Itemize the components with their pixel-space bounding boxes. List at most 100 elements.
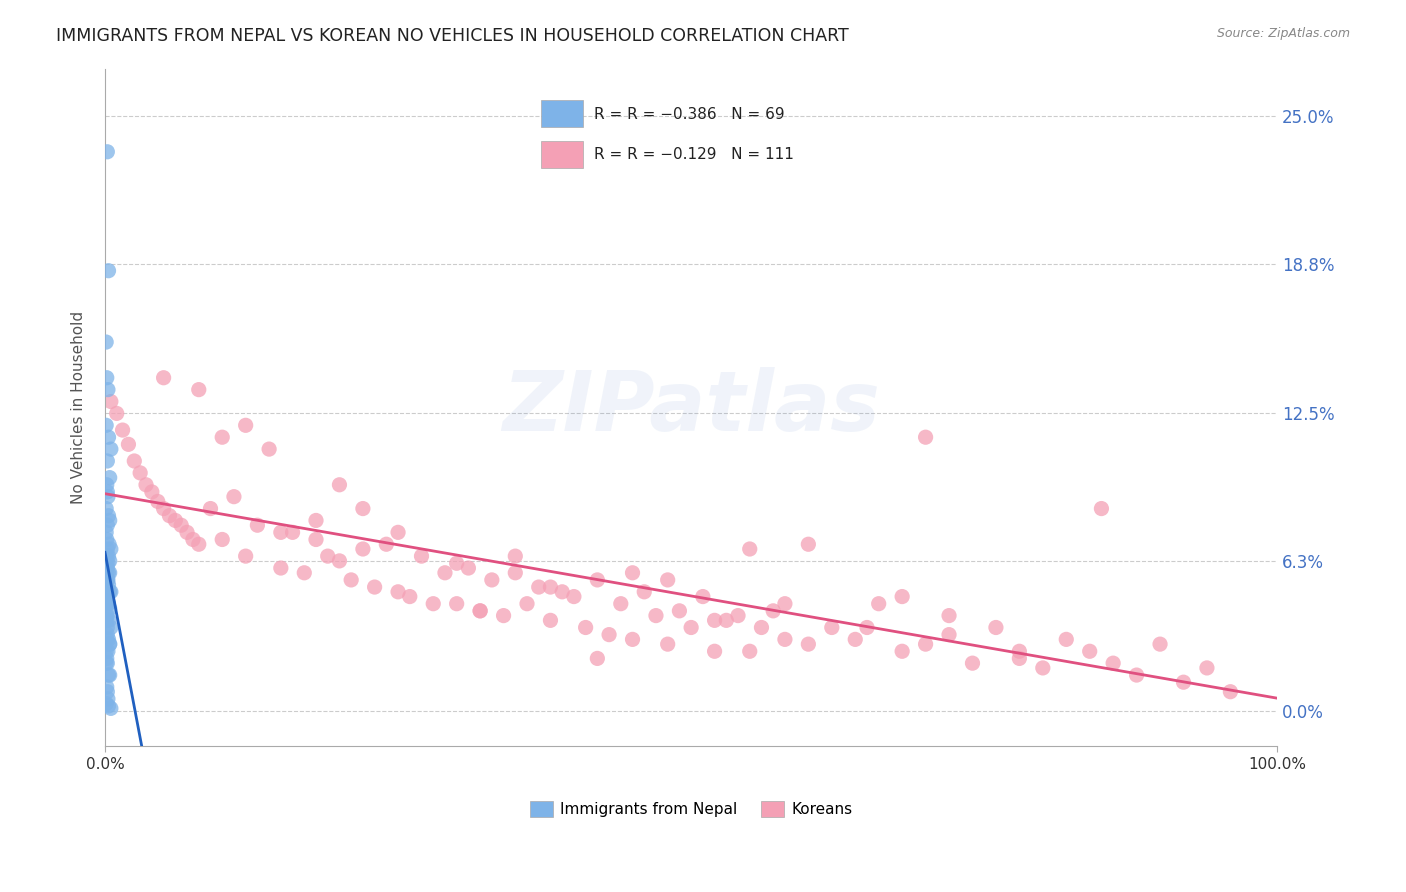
Koreans (146, 494, 169, 508)
Immigrants from Nepal (98, 566, 121, 580)
Bar (541, 100, 583, 127)
Koreans (891, 644, 914, 658)
Koreans (727, 608, 749, 623)
Koreans (575, 620, 598, 634)
Immigrants from Nepal (96, 541, 118, 556)
Immigrants from Nepal (100, 620, 122, 634)
Immigrants from Nepal (97, 698, 120, 713)
Immigrants from Nepal (100, 701, 122, 715)
Koreans (141, 484, 163, 499)
Immigrants from Nepal (97, 549, 120, 563)
Immigrants from Nepal (96, 584, 118, 599)
Immigrants from Nepal (96, 556, 118, 570)
Immigrants from Nepal (97, 632, 120, 647)
Immigrants from Nepal (96, 656, 118, 670)
Koreans (352, 501, 374, 516)
Immigrants from Nepal (98, 637, 121, 651)
Koreans (668, 604, 690, 618)
Immigrants from Nepal (100, 442, 122, 456)
Koreans (481, 573, 503, 587)
Immigrants from Nepal (96, 590, 118, 604)
Koreans (181, 533, 204, 547)
Koreans (738, 541, 761, 556)
Koreans (1008, 644, 1031, 658)
Koreans (1219, 684, 1241, 698)
Koreans (868, 597, 890, 611)
Text: IMMIGRANTS FROM NEPAL VS KOREAN NO VEHICLES IN HOUSEHOLD CORRELATION CHART: IMMIGRANTS FROM NEPAL VS KOREAN NO VEHIC… (56, 27, 849, 45)
Koreans (422, 597, 444, 611)
Immigrants from Nepal (98, 584, 121, 599)
Koreans (165, 513, 187, 527)
Immigrants from Nepal (97, 383, 120, 397)
Immigrants from Nepal (100, 541, 122, 556)
Koreans (135, 477, 157, 491)
Immigrants from Nepal (98, 554, 121, 568)
Immigrants from Nepal (97, 263, 120, 277)
Koreans (1173, 675, 1195, 690)
Koreans (527, 580, 550, 594)
Immigrants from Nepal (96, 613, 118, 627)
Koreans (516, 597, 538, 611)
Y-axis label: No Vehicles in Household: No Vehicles in Household (72, 311, 86, 504)
Koreans (938, 608, 960, 623)
Koreans (984, 620, 1007, 634)
Koreans (657, 573, 679, 587)
Text: Source: ZipAtlas.com: Source: ZipAtlas.com (1216, 27, 1350, 40)
Immigrants from Nepal (96, 632, 118, 647)
Koreans (281, 525, 304, 540)
Koreans (305, 513, 328, 527)
Immigrants from Nepal (97, 573, 120, 587)
Koreans (762, 604, 785, 618)
Koreans (856, 620, 879, 634)
Immigrants from Nepal (96, 561, 118, 575)
Koreans (610, 597, 633, 611)
Immigrants from Nepal (98, 668, 121, 682)
Koreans (270, 561, 292, 575)
Koreans (751, 620, 773, 634)
Immigrants from Nepal (96, 620, 118, 634)
Koreans (633, 584, 655, 599)
Immigrants from Nepal (96, 533, 118, 547)
Koreans (200, 501, 222, 516)
Koreans (797, 637, 820, 651)
Immigrants from Nepal (96, 484, 118, 499)
Immigrants from Nepal (96, 566, 118, 580)
Koreans (328, 554, 350, 568)
Koreans (492, 608, 515, 623)
Koreans (211, 430, 233, 444)
Immigrants from Nepal (98, 601, 121, 615)
Immigrants from Nepal (97, 430, 120, 444)
Immigrants from Nepal (96, 454, 118, 468)
Immigrants from Nepal (100, 584, 122, 599)
Immigrants from Nepal (96, 644, 118, 658)
Koreans (457, 561, 479, 575)
Koreans (468, 604, 491, 618)
Immigrants from Nepal (96, 651, 118, 665)
Koreans (692, 590, 714, 604)
Koreans (433, 566, 456, 580)
Koreans (540, 613, 562, 627)
Koreans (152, 370, 174, 384)
Immigrants from Nepal (97, 691, 120, 706)
Koreans (657, 637, 679, 651)
Text: R = R = −0.129   N = 111: R = R = −0.129 N = 111 (593, 147, 794, 161)
Immigrants from Nepal (96, 561, 118, 575)
Koreans (398, 590, 420, 604)
Bar (541, 141, 583, 168)
Koreans (562, 590, 585, 604)
Koreans (170, 518, 193, 533)
Koreans (914, 430, 936, 444)
Koreans (340, 573, 363, 587)
Koreans (1090, 501, 1112, 516)
Koreans (235, 418, 257, 433)
Koreans (703, 613, 725, 627)
Koreans (159, 508, 181, 523)
Koreans (551, 584, 574, 599)
Koreans (292, 566, 315, 580)
Koreans (176, 525, 198, 540)
Text: R = R = −0.386   N = 69: R = R = −0.386 N = 69 (593, 107, 785, 121)
Legend: Immigrants from Nepal, Koreans: Immigrants from Nepal, Koreans (524, 795, 859, 823)
Koreans (503, 549, 526, 563)
Immigrants from Nepal (96, 370, 118, 384)
Koreans (703, 644, 725, 658)
